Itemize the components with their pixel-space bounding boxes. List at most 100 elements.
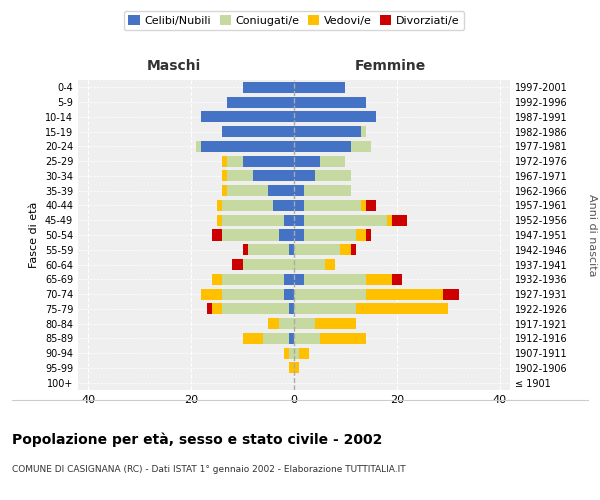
Bar [227, 156, 242, 166]
Bar [284, 214, 294, 226]
Bar [196, 141, 202, 152]
Bar [294, 362, 299, 374]
Bar [232, 259, 242, 270]
Bar [222, 214, 284, 226]
Legend: Celibi/Nubili, Coniugati/e, Vedovi/e, Divorziati/e: Celibi/Nubili, Coniugati/e, Vedovi/e, Di… [124, 10, 464, 30]
Bar [366, 230, 371, 240]
Bar [294, 304, 356, 314]
Bar [366, 200, 376, 211]
Bar [314, 318, 356, 329]
Bar [294, 333, 320, 344]
Y-axis label: Fasce di età: Fasce di età [29, 202, 39, 268]
Bar [320, 156, 346, 166]
Bar [212, 274, 222, 285]
Bar [294, 244, 340, 256]
Bar [366, 274, 392, 285]
Bar [202, 112, 294, 122]
Bar [299, 348, 310, 358]
Bar [289, 348, 294, 358]
Bar [392, 274, 402, 285]
Bar [268, 318, 278, 329]
Bar [227, 170, 253, 181]
Bar [242, 156, 294, 166]
Bar [443, 288, 458, 300]
Text: Femmine: Femmine [355, 58, 425, 72]
Bar [289, 362, 294, 374]
Bar [222, 170, 227, 181]
Bar [350, 141, 371, 152]
Bar [314, 170, 350, 181]
Bar [274, 200, 294, 211]
Bar [320, 333, 366, 344]
Bar [294, 170, 314, 181]
Bar [217, 214, 222, 226]
Bar [356, 304, 448, 314]
Bar [294, 185, 304, 196]
Bar [294, 82, 346, 93]
Bar [361, 200, 366, 211]
Bar [227, 185, 268, 196]
Bar [392, 214, 407, 226]
Bar [294, 259, 325, 270]
Bar [222, 288, 284, 300]
Bar [222, 274, 284, 285]
Text: Anni di nascita: Anni di nascita [587, 194, 597, 276]
Bar [242, 333, 263, 344]
Bar [263, 333, 289, 344]
Bar [294, 112, 376, 122]
Bar [289, 244, 294, 256]
Bar [202, 288, 222, 300]
Bar [294, 318, 314, 329]
Bar [278, 230, 294, 240]
Bar [294, 156, 320, 166]
Bar [253, 170, 294, 181]
Bar [242, 244, 248, 256]
Bar [289, 304, 294, 314]
Bar [222, 185, 227, 196]
Bar [294, 214, 304, 226]
Bar [222, 126, 294, 137]
Text: Maschi: Maschi [147, 58, 201, 72]
Bar [202, 141, 294, 152]
Bar [206, 304, 212, 314]
Bar [284, 288, 294, 300]
Bar [227, 96, 294, 108]
Text: Popolazione per età, sesso e stato civile - 2002: Popolazione per età, sesso e stato civil… [12, 432, 382, 447]
Bar [325, 259, 335, 270]
Bar [222, 230, 278, 240]
Bar [294, 126, 361, 137]
Bar [304, 230, 356, 240]
Bar [386, 214, 392, 226]
Bar [294, 348, 299, 358]
Bar [222, 200, 274, 211]
Bar [217, 200, 222, 211]
Bar [294, 274, 304, 285]
Bar [366, 288, 443, 300]
Bar [212, 230, 222, 240]
Bar [294, 288, 366, 300]
Bar [294, 230, 304, 240]
Bar [361, 126, 366, 137]
Bar [222, 156, 227, 166]
Bar [242, 259, 294, 270]
Bar [278, 318, 294, 329]
Bar [242, 82, 294, 93]
Bar [304, 185, 350, 196]
Bar [294, 141, 350, 152]
Bar [340, 244, 350, 256]
Bar [284, 348, 289, 358]
Bar [248, 244, 289, 256]
Text: COMUNE DI CASIGNANA (RC) - Dati ISTAT 1° gennaio 2002 - Elaborazione TUTTITALIA.: COMUNE DI CASIGNANA (RC) - Dati ISTAT 1°… [12, 465, 406, 474]
Bar [294, 200, 304, 211]
Bar [284, 274, 294, 285]
Bar [356, 230, 366, 240]
Bar [294, 96, 366, 108]
Bar [350, 244, 356, 256]
Bar [289, 333, 294, 344]
Bar [268, 185, 294, 196]
Bar [222, 304, 289, 314]
Bar [304, 200, 361, 211]
Bar [304, 274, 366, 285]
Bar [212, 304, 222, 314]
Bar [304, 214, 386, 226]
